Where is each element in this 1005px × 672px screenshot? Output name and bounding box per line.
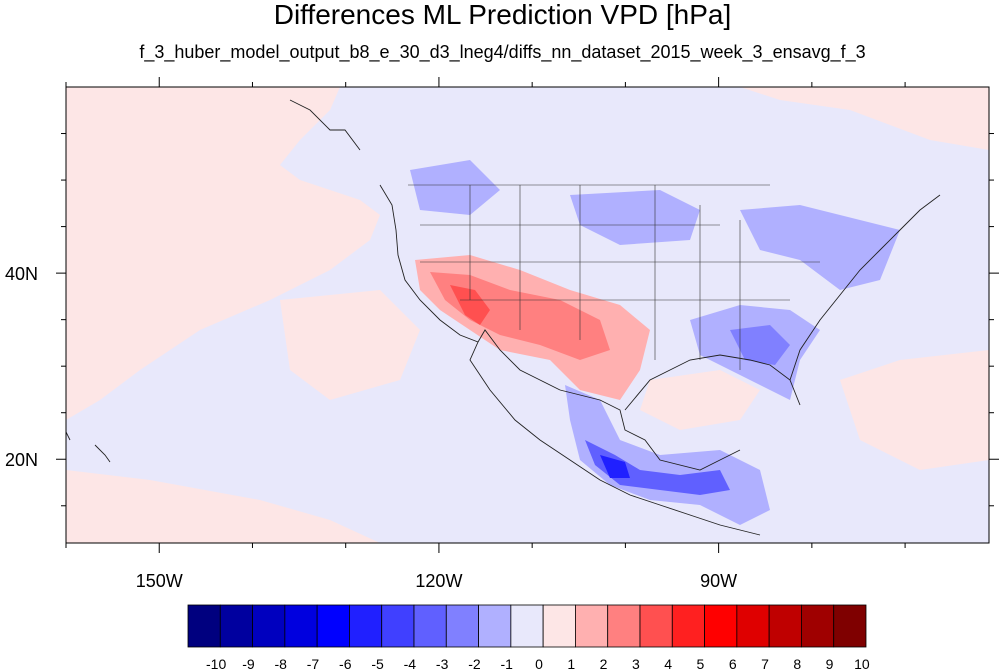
north-negative-light	[410, 160, 500, 215]
colorbar-label: 8	[793, 656, 801, 672]
colorbar-label: -6	[339, 656, 352, 672]
colorbar-label: -8	[274, 656, 287, 672]
y-tick-label: 40N	[5, 264, 38, 284]
colorbar-swatch	[349, 604, 383, 648]
colorbar-swatch	[736, 604, 770, 648]
x-tick-label: 150W	[136, 571, 183, 591]
colorbar-swatch	[671, 604, 705, 648]
colorbar-label: 1	[567, 656, 575, 672]
colorbar-swatch	[704, 604, 738, 648]
northeast-negative	[740, 205, 900, 290]
colorbar-swatch	[284, 604, 318, 648]
gulf-positive-region	[640, 370, 760, 430]
colorbar-label: 2	[600, 656, 608, 672]
colorbar: -10 -9 -8 -7 -6 -5 -4 -3 -2 -1 0 1 2 3 4 5 6 7 8 9 10	[187, 604, 870, 672]
colorbar-swatch	[768, 604, 802, 648]
southeast-negative-medium	[730, 325, 790, 365]
colorbar-label: -7	[307, 656, 320, 672]
colorbar-label: 6	[729, 656, 737, 672]
colorbar-label: 7	[761, 656, 769, 672]
atlantic-positive-region	[840, 350, 989, 470]
mexico-negative-medium	[585, 440, 730, 495]
colorbar-label: 9	[826, 656, 834, 672]
colorbar-label: -3	[436, 656, 449, 672]
colorbar-swatch	[607, 604, 641, 648]
map-subtitle: f_3_huber_model_output_b8_e_30_d3_lneg4/…	[139, 42, 866, 62]
x-tick-label: 90W	[700, 571, 737, 591]
southwest-positive-strong	[450, 285, 490, 325]
colorbar-swatch	[542, 604, 576, 648]
north-positive-region	[740, 87, 989, 150]
colorbar-label: -4	[404, 656, 417, 672]
colorbar-swatch	[445, 604, 479, 648]
colorbar-label: -2	[468, 656, 481, 672]
y-tick-label: 20N	[5, 450, 38, 470]
colorbar-label: -1	[500, 656, 513, 672]
map-field	[66, 87, 989, 543]
colorbar-swatch	[381, 604, 415, 648]
colorbar-label: 0	[535, 656, 543, 672]
colorbar-swatch	[639, 604, 673, 648]
colorbar-swatch	[187, 604, 221, 648]
colorbar-swatch	[413, 604, 447, 648]
state-borders	[408, 184, 820, 370]
colorbar-swatch	[478, 604, 512, 648]
map-axes: 150W 120W 90W 40N 20N	[5, 77, 999, 591]
great-lakes-negative	[570, 190, 700, 245]
colorbar-label: 3	[632, 656, 640, 672]
map-title: Differences ML Prediction VPD [hPa]	[273, 0, 732, 30]
colorbar-swatch	[219, 604, 253, 648]
colorbar-swatch	[833, 604, 867, 648]
colorbar-label: -9	[242, 656, 255, 672]
colorbar-label: 5	[697, 656, 705, 672]
colorbar-swatch	[510, 604, 544, 648]
x-tick-label: 120W	[415, 571, 462, 591]
colorbar-swatch	[252, 604, 286, 648]
map-frame	[65, 86, 990, 544]
colorbar-label: -5	[371, 656, 384, 672]
colorbar-swatch	[316, 604, 350, 648]
coastlines	[66, 99, 941, 536]
colorbar-label: -10	[206, 656, 226, 672]
colorbar-swatch	[801, 604, 835, 648]
colorbar-label: 10	[854, 656, 870, 672]
colorbar-label: 4	[664, 656, 672, 672]
colorbar-swatch	[575, 604, 609, 648]
pacific-positive-region-mid	[280, 290, 420, 400]
pacific-positive-region	[66, 87, 380, 420]
mexico-negative-strong	[600, 455, 630, 478]
pacific-positive-region-south	[66, 470, 380, 543]
